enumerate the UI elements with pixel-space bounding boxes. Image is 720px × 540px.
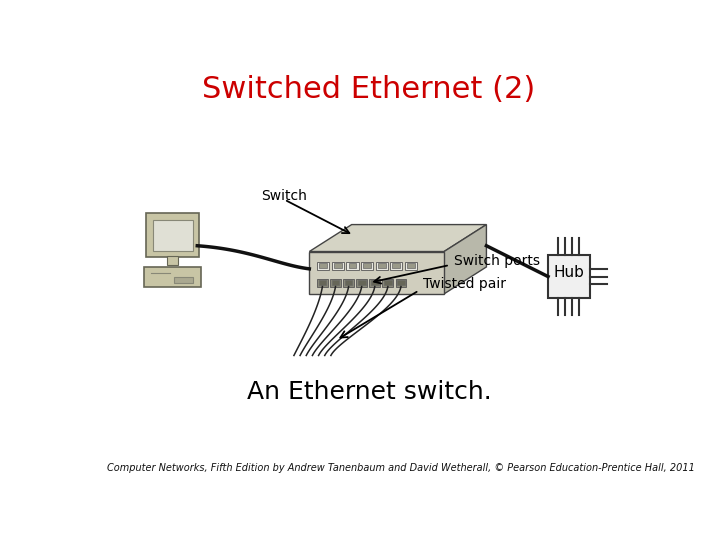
Text: Hub: Hub [554, 265, 585, 280]
Bar [371, 280, 379, 285]
Bar [334, 264, 342, 268]
Bar [376, 262, 388, 269]
Bar [356, 279, 367, 287]
Bar [318, 280, 326, 285]
Bar [317, 262, 329, 269]
Bar [407, 264, 415, 268]
Bar [361, 262, 373, 269]
Bar [317, 279, 328, 287]
Bar [144, 267, 201, 287]
Bar [343, 279, 354, 287]
Bar [345, 280, 353, 285]
Bar [397, 280, 405, 285]
Bar [310, 252, 444, 294]
Bar [174, 278, 193, 283]
Bar [167, 256, 178, 265]
Bar [320, 264, 327, 268]
Polygon shape [310, 225, 487, 252]
Bar [405, 262, 417, 269]
Bar [146, 213, 199, 257]
Bar [330, 279, 341, 287]
Text: Switched Ethernet (2): Switched Ethernet (2) [202, 75, 536, 104]
Bar [332, 262, 344, 269]
Bar [378, 264, 385, 268]
Bar [392, 264, 400, 268]
Bar [395, 279, 406, 287]
Bar [153, 220, 193, 251]
Bar [384, 280, 392, 285]
Bar [358, 280, 366, 285]
Bar [382, 279, 393, 287]
Bar [390, 262, 402, 269]
Bar [348, 264, 356, 268]
Text: Computer Networks, Fifth Edition by Andrew Tanenbaum and David Wetherall, © Pear: Computer Networks, Fifth Edition by Andr… [107, 463, 695, 473]
Bar [346, 262, 359, 269]
Text: Switch: Switch [261, 188, 307, 202]
Text: Twisted pair: Twisted pair [423, 277, 506, 291]
Text: Switch ports: Switch ports [454, 254, 540, 268]
Bar [332, 280, 339, 285]
Polygon shape [444, 225, 487, 294]
Bar [369, 279, 380, 287]
Bar [548, 255, 590, 298]
Bar [363, 264, 371, 268]
Text: An Ethernet switch.: An Ethernet switch. [247, 380, 491, 404]
